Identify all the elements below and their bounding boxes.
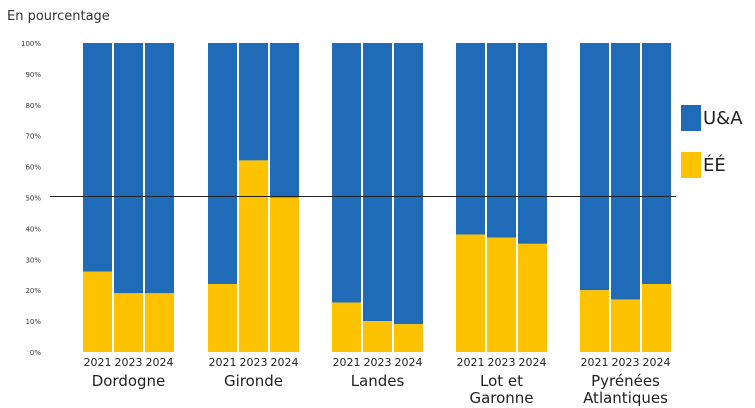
x-year-label: 2023 (612, 356, 640, 369)
group-label: Dordogne (92, 372, 166, 390)
bar-ee (394, 324, 423, 352)
bar-ua (487, 43, 516, 238)
legend: U&A ÉÉ (681, 103, 743, 197)
legend-item-ee: ÉÉ (681, 150, 743, 180)
y-tick-label: 40% (25, 225, 41, 233)
bar-ee (363, 321, 392, 352)
bar-ee (145, 293, 174, 352)
x-year-label: 2024 (519, 356, 547, 369)
group-label: Landes (351, 372, 405, 390)
bar-ua (611, 43, 640, 300)
bar-ee (332, 302, 361, 352)
bar-ee (518, 243, 547, 352)
group-label: Lot et (480, 372, 523, 390)
bar-ee (487, 237, 516, 352)
bar-ua (332, 43, 361, 303)
bar-ua (239, 43, 268, 161)
y-tick-label: 0% (30, 349, 41, 357)
group-label: Gironde (224, 372, 283, 390)
x-year-label: 2021 (209, 356, 237, 369)
bar-ua (456, 43, 485, 235)
x-year-label: 2023 (115, 356, 143, 369)
x-year-label: 2024 (271, 356, 299, 369)
y-axis-title: En pourcentage (7, 9, 110, 24)
bar-ee (580, 290, 609, 352)
bar-ua (580, 43, 609, 291)
x-year-label: 2023 (488, 356, 516, 369)
y-tick-label: 100% (21, 40, 41, 48)
y-tick-label: 10% (25, 318, 41, 326)
y-tick-label: 90% (25, 71, 41, 79)
y-tick-label: 50% (25, 195, 41, 203)
bar-ee (611, 299, 640, 352)
bar-ee (270, 197, 299, 352)
bar-ee (239, 160, 268, 352)
bar-ee (83, 271, 112, 352)
bar-ua (145, 43, 174, 294)
bar-ee (114, 293, 143, 352)
bar-ua (518, 43, 547, 244)
bar-ua (642, 43, 671, 285)
y-tick-label: 80% (25, 102, 41, 110)
y-tick-label: 20% (25, 287, 41, 295)
bar-ua (208, 43, 237, 285)
bar-ua (83, 43, 112, 272)
group-label: Pyrénées (591, 372, 660, 390)
bar-ua (270, 43, 299, 198)
x-year-label: 2024 (395, 356, 423, 369)
x-year-label: 2021 (581, 356, 609, 369)
legend-swatch-ee (681, 152, 701, 178)
bar-ee (208, 284, 237, 352)
legend-label-ua: U&A (703, 107, 743, 129)
y-tick-label: 70% (25, 133, 41, 141)
x-year-label: 2023 (364, 356, 392, 369)
group-label: Atlantiques (583, 389, 668, 407)
bar-ee (456, 234, 485, 352)
bar-ua (363, 43, 392, 322)
x-year-label: 2024 (146, 356, 174, 369)
bar-ee (642, 284, 671, 352)
y-tick-label: 30% (25, 256, 41, 264)
bar-ua (114, 43, 143, 294)
legend-label-ee: ÉÉ (703, 154, 726, 176)
legend-item-ua: U&A (681, 103, 743, 133)
y-tick-label: 60% (25, 164, 41, 172)
group-label: Garonne (469, 389, 533, 407)
x-year-label: 2024 (643, 356, 671, 369)
x-year-label: 2021 (84, 356, 112, 369)
bar-ua (394, 43, 423, 325)
x-year-label: 2021 (333, 356, 361, 369)
x-year-label: 2021 (457, 356, 485, 369)
x-year-label: 2023 (240, 356, 268, 369)
legend-swatch-ua (681, 105, 701, 131)
